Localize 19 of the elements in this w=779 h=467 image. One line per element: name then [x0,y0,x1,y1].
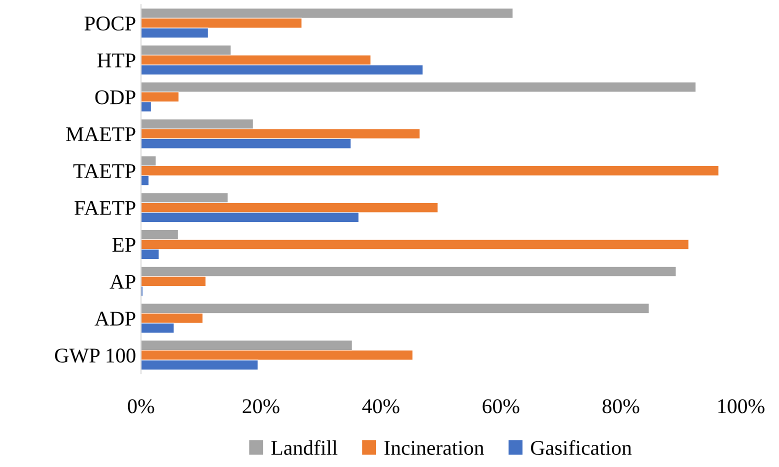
y-tick-label: HTP [97,54,136,68]
x-tick-label: 80% [602,399,640,414]
y-tick-label: TAETP [73,164,136,178]
y-tick-label: GWP 100 [55,348,136,363]
x-tick-label: 0% [128,399,154,414]
legend-label: Incineration [384,440,484,455]
x-tick-label: 60% [482,399,520,414]
legend-label: Gasification [530,440,632,455]
y-tick-label: FAETP [74,201,136,215]
x-tick-label: 20% [242,399,280,414]
y-tick-label: ODP [95,90,136,104]
x-tick-label: 100% [718,399,764,414]
y-tick-label: POCP [84,16,136,31]
y-tick-label: MAETP [66,127,136,142]
y-tick-label: EP [112,238,136,252]
x-tick-label: 40% [362,399,400,414]
legend-label: Landfill [271,440,338,455]
y-tick-label: AP [110,274,136,289]
y-tick-label: ADP [94,312,136,326]
